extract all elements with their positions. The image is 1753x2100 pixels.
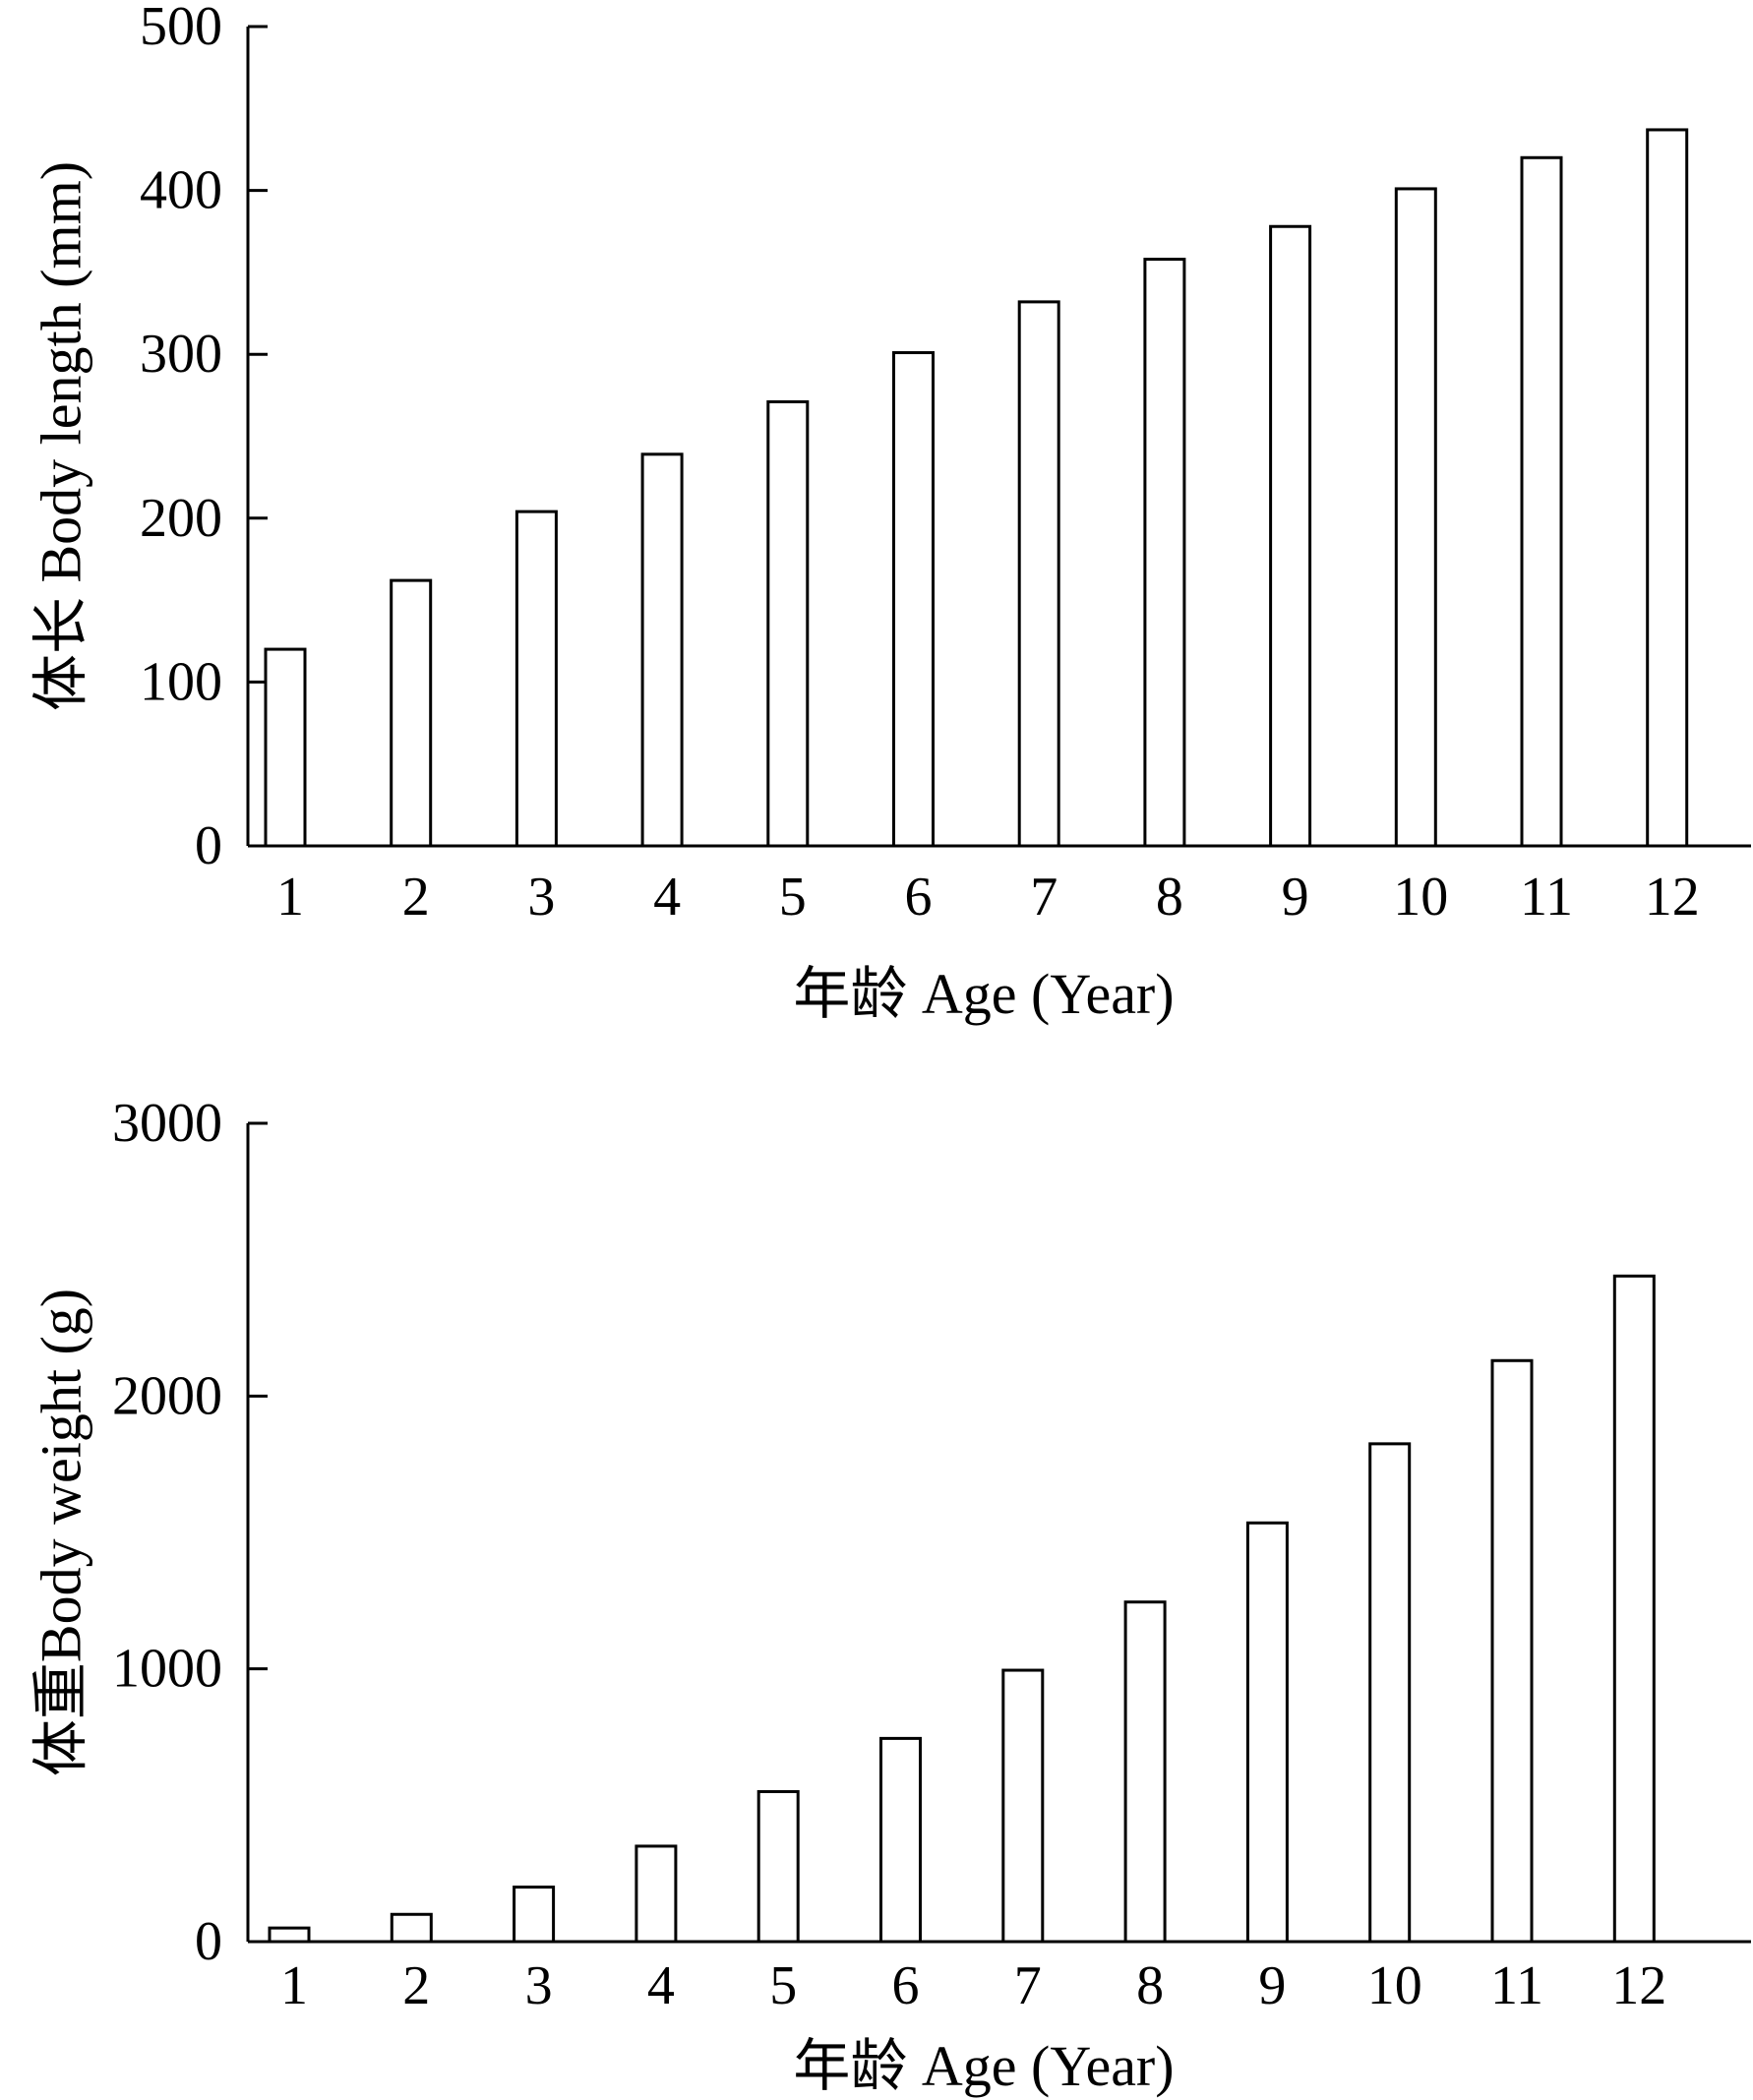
weight-bar-age-4 [635,1844,678,1944]
length-bar-age-12 [1646,128,1689,848]
length-x-tick-label: 1 [276,867,304,928]
length-x-tick-label: 5 [779,867,807,928]
length-bar-age-2 [390,578,433,848]
length-y-tick-label: 100 [140,651,222,712]
weight-bar-age-10 [1368,1442,1412,1944]
weight-x-tick-label: 7 [1014,1955,1042,2016]
weight-x-tick-label: 10 [1367,1955,1422,2016]
length-x-tick-label: 9 [1282,867,1309,928]
length-y-tick-label: 200 [140,488,222,549]
length-bar-age-10 [1394,187,1437,848]
length-x-tick-label: 8 [1156,867,1183,928]
weight-bar-age-2 [390,1912,433,1944]
length-x-tick-label: 12 [1645,867,1700,928]
length-y-tick-label: 500 [140,0,222,57]
length-x-tick-label: 4 [653,867,681,928]
length-x-tick-label: 11 [1520,867,1573,928]
weight-bar-age-3 [513,1886,556,1944]
weight-bar-age-1 [268,1926,311,1944]
length-bar-age-1 [264,647,307,848]
length-y-tick-label: 400 [140,160,222,221]
weight-y-axis-label: 体重Body weight (g) [30,1289,93,1776]
length-y-tick-label: 0 [195,815,222,876]
length-y-tick-label: 300 [140,324,222,385]
length-bar-age-6 [892,351,935,848]
weight-bar-age-12 [1612,1274,1656,1944]
weight-x-tick-label: 6 [892,1955,920,2016]
length-bar-age-5 [766,400,810,848]
length-bar-age-8 [1143,258,1186,848]
length-bar-age-3 [514,510,558,848]
weight-bar-age-8 [1123,1600,1167,1944]
length-y-axis-label: 体长 Body length (mm) [30,161,93,711]
weight-bar-age-5 [756,1789,800,1944]
weight-y-tick-label: 2000 [112,1365,222,1426]
length-bar-age-11 [1520,155,1563,848]
weight-x-tick-label: 4 [647,1955,675,2016]
length-x-tick-label: 10 [1393,867,1448,928]
length-x-tick-label: 6 [905,867,933,928]
weight-x-tick-label: 12 [1611,1955,1666,2016]
weight-x-axis-label: 年龄 Age (Year) [793,2034,1174,2098]
length-x-tick-label: 2 [402,867,430,928]
length-x-tick-label: 3 [527,867,555,928]
weight-y-tick-label: 1000 [112,1639,222,1700]
length-bar-age-4 [640,452,684,848]
length-bar-age-7 [1017,300,1060,848]
weight-bar-age-9 [1245,1521,1289,1944]
weight-y-tick-label: 3000 [112,1093,222,1154]
weight-x-tick-label: 9 [1258,1955,1286,2016]
length-bar-age-9 [1269,224,1312,848]
length-x-tick-label: 7 [1030,867,1058,928]
weight-bar-age-6 [879,1736,922,1944]
weight-x-tick-label: 1 [280,1955,308,2016]
weight-bar-age-11 [1490,1358,1534,1944]
weight-x-tick-label: 11 [1490,1955,1543,2016]
weight-x-tick-label: 3 [525,1955,553,2016]
length-x-axis-label: 年龄 Age (Year) [793,962,1174,1026]
weight-bar-age-7 [1001,1668,1045,1944]
weight-x-tick-label: 5 [769,1955,797,2016]
weight-y-tick-label: 0 [195,1911,222,1972]
weight-x-tick-label: 2 [402,1955,430,2016]
weight-x-tick-label: 8 [1136,1955,1164,2016]
